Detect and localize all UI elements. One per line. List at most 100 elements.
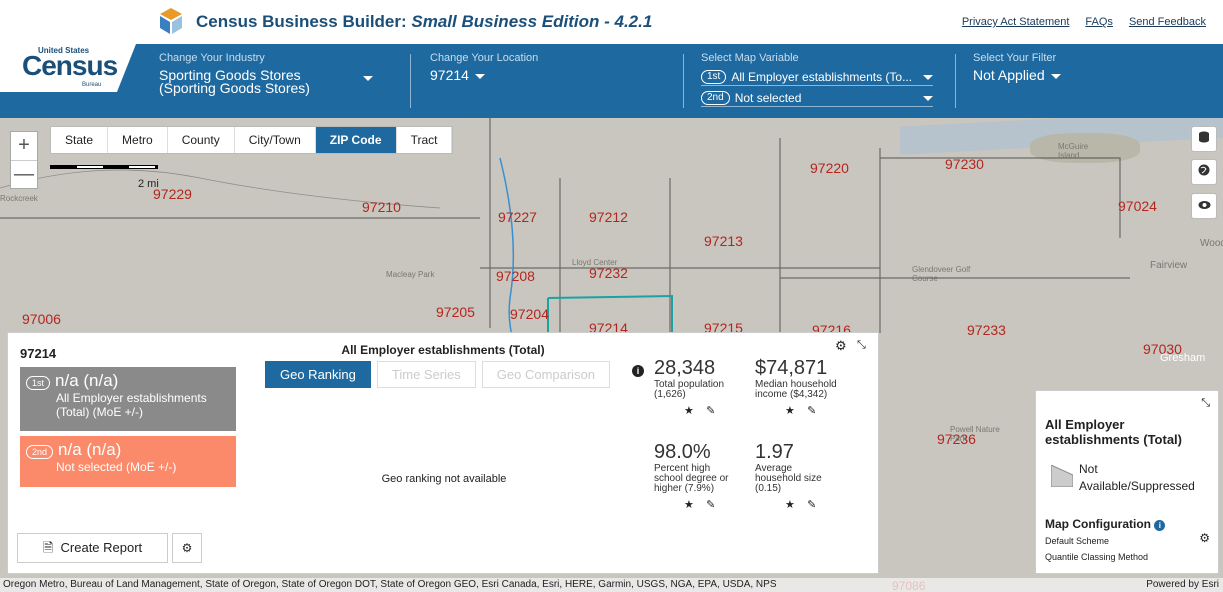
gear-icon[interactable]: ⚙	[1199, 531, 1210, 545]
stat-high-school: 98.0% Percent high school degree or high…	[654, 441, 752, 511]
stat-label: Total population	[654, 379, 725, 390]
place-label: Macleay Park	[386, 270, 435, 279]
variable-label: Select Map Variable	[701, 52, 799, 64]
tab-tract[interactable]: Tract	[397, 127, 453, 153]
faqs-link[interactable]: FAQs	[1085, 16, 1113, 28]
first-tag: 1st	[701, 70, 727, 84]
tab-state[interactable]: State	[51, 127, 109, 153]
basemap-button[interactable]	[1191, 159, 1217, 185]
layers-button[interactable]	[1191, 126, 1217, 152]
info-icon[interactable]: i	[1154, 520, 1166, 531]
scheme-label: Default Scheme	[1045, 536, 1110, 546]
tab-time-series[interactable]: Time Series	[376, 361, 476, 388]
tab-county[interactable]: County	[168, 127, 235, 153]
tab-city-town[interactable]: City/Town	[235, 127, 316, 153]
zip-label: 97208	[496, 268, 535, 284]
chevron-down-icon	[474, 73, 485, 79]
second-value: n/a (n/a)	[58, 440, 122, 459]
tab-geo-ranking[interactable]: Geo Ranking	[265, 361, 371, 388]
zip-label: 97233	[967, 322, 1006, 338]
create-report-label: Create Report	[60, 540, 143, 555]
stat-median-income: $74,871 Median household income ($4,342)…	[755, 357, 853, 417]
zip-label: 97212	[589, 209, 628, 225]
second-tag: 2nd	[26, 445, 54, 459]
geo-info-panel: 97214 1st n/a (n/a) All Employer establis…	[7, 332, 879, 574]
star-icon[interactable]: ★	[785, 499, 795, 511]
zoom-out-button[interactable]: —	[11, 160, 37, 188]
selected-zip: 97214	[20, 346, 57, 361]
tab-zip-code[interactable]: ZIP Code	[315, 127, 397, 153]
info-icon[interactable]: i	[632, 365, 644, 377]
pencil-icon[interactable]: ✎	[807, 499, 817, 511]
create-report-button[interactable]: 🗎 Create Report	[17, 533, 168, 563]
pencil-icon[interactable]: ✎	[706, 405, 716, 417]
zip-label: 97213	[704, 233, 743, 249]
pencil-icon[interactable]: ✎	[807, 405, 817, 417]
stat-label: Median household	[755, 379, 837, 390]
stat-moe: (1,626)	[654, 389, 686, 400]
attribution-text: Oregon Metro, Bureau of Land Management,…	[3, 579, 777, 590]
second-tag: 2nd	[701, 91, 730, 105]
place-label: Fairview	[1150, 260, 1188, 271]
gear-icon[interactable]: ⚙	[835, 338, 847, 353]
collapse-icon[interactable]: ⤡	[857, 339, 866, 351]
filter-selector[interactable]: Select Your Filter Not Applied	[973, 52, 1173, 82]
legend-title: All Employer establishments (Total)	[1045, 417, 1183, 447]
zoom-in-button[interactable]: +	[18, 134, 30, 156]
place-label: McGuire Island	[1058, 142, 1089, 160]
census-logo[interactable]: United States Census Bureau	[0, 44, 136, 92]
location-value: 97214	[430, 67, 469, 83]
map-legend: ⤡ All Employer establishments (Total) Not…	[1035, 390, 1219, 574]
industry-label: Change Your Industry	[159, 52, 265, 64]
zip-label: 97024	[1118, 198, 1157, 214]
star-icon[interactable]: ★	[684, 405, 694, 417]
location-label: Change Your Location	[430, 52, 539, 64]
first-variable-select[interactable]: 1st All Employer establishments (To...	[701, 69, 933, 86]
second-desc: Not selected (MoE +/-)	[56, 460, 177, 474]
powered-by-esri[interactable]: Powered by Esri	[1146, 579, 1219, 590]
chevron-down-icon	[363, 76, 373, 81]
stat-value: 98.0%	[654, 441, 711, 463]
logo-bureau-text: Bureau	[82, 82, 102, 88]
zip-label: 97236	[937, 431, 976, 447]
geo-level-tabs: State Metro County City/Town ZIP Code Tr…	[50, 126, 454, 154]
place-label: Wood	[1200, 238, 1223, 249]
location-selector[interactable]: Change Your Location 97214	[430, 52, 630, 82]
collapse-icon[interactable]: ⤡	[1201, 397, 1210, 409]
star-icon[interactable]: ★	[684, 499, 694, 511]
method-label: Quantile Classing Method	[1045, 552, 1149, 562]
zoom-control: + —	[10, 131, 38, 189]
stat-value: $74,871	[755, 357, 828, 379]
zip-label: 97204	[510, 306, 549, 322]
filter-value: Not Applied	[973, 67, 1045, 83]
stat-moe: higher (7.9%)	[654, 483, 715, 494]
scale-label: 2 mi	[138, 178, 159, 190]
first-moe: (Total) (MoE +/-)	[56, 405, 144, 419]
second-variable-select[interactable]: 2nd Not selected	[701, 90, 933, 107]
map-config-title: Map Configuration i	[1045, 517, 1166, 531]
divider	[410, 54, 411, 108]
industry-selector[interactable]: Change Your Industry Sporting Goods Stor…	[159, 52, 374, 95]
pencil-icon[interactable]: ✎	[706, 499, 716, 511]
privacy-link[interactable]: Privacy Act Statement	[961, 16, 1070, 28]
report-settings-button[interactable]: ⚙	[172, 533, 202, 563]
legend-item-label: Not Available/Suppressed	[1079, 462, 1195, 493]
place-label: Gresham	[1160, 352, 1206, 364]
stat-label: Percent high	[654, 463, 711, 474]
feedback-link[interactable]: Send Feedback	[1128, 16, 1206, 28]
star-icon[interactable]: ★	[785, 405, 795, 417]
tab-metro[interactable]: Metro	[108, 127, 168, 153]
zip-label: 97230	[945, 156, 984, 172]
place-label: Rockcreek	[0, 194, 38, 203]
gear-icon: ⚙	[181, 541, 193, 555]
zip-label: 97232	[589, 265, 628, 281]
app-title: Census Business Builder: Small Business …	[196, 12, 653, 31]
tab-geo-comparison[interactable]: Geo Comparison	[481, 361, 611, 388]
place-label: Powell Nature Park	[950, 425, 1000, 443]
selector-bar: United States Census Bureau Change Your …	[0, 44, 1223, 118]
stat-total-population: 28,348 Total population (1,626) ★ ✎	[654, 357, 752, 417]
visibility-button[interactable]	[1191, 193, 1217, 219]
first-tag: 1st	[26, 376, 51, 390]
stat-label: Average	[755, 463, 793, 474]
app-cube-icon	[160, 8, 182, 34]
